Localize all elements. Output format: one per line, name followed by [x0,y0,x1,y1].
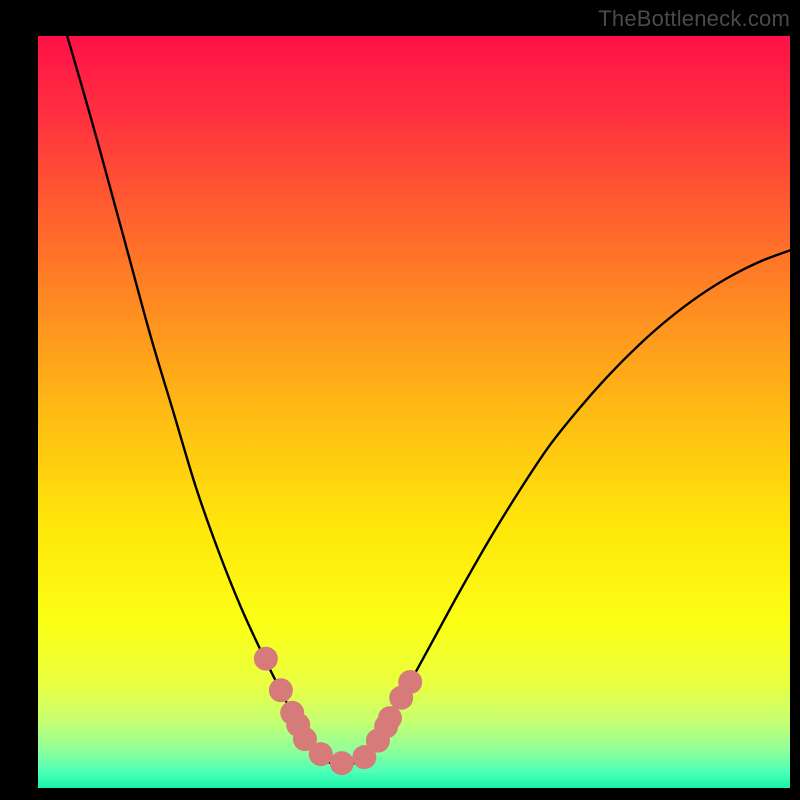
chart-container: TheBottleneck.com [0,0,800,800]
curve-marker [254,647,278,671]
bottleneck-curve-plot [38,36,790,788]
watermark-text: TheBottleneck.com [598,6,790,32]
curve-marker [398,670,422,694]
curve-marker [378,706,402,730]
curve-marker [309,742,333,766]
curve-marker [330,751,354,775]
curve-marker [269,678,293,702]
